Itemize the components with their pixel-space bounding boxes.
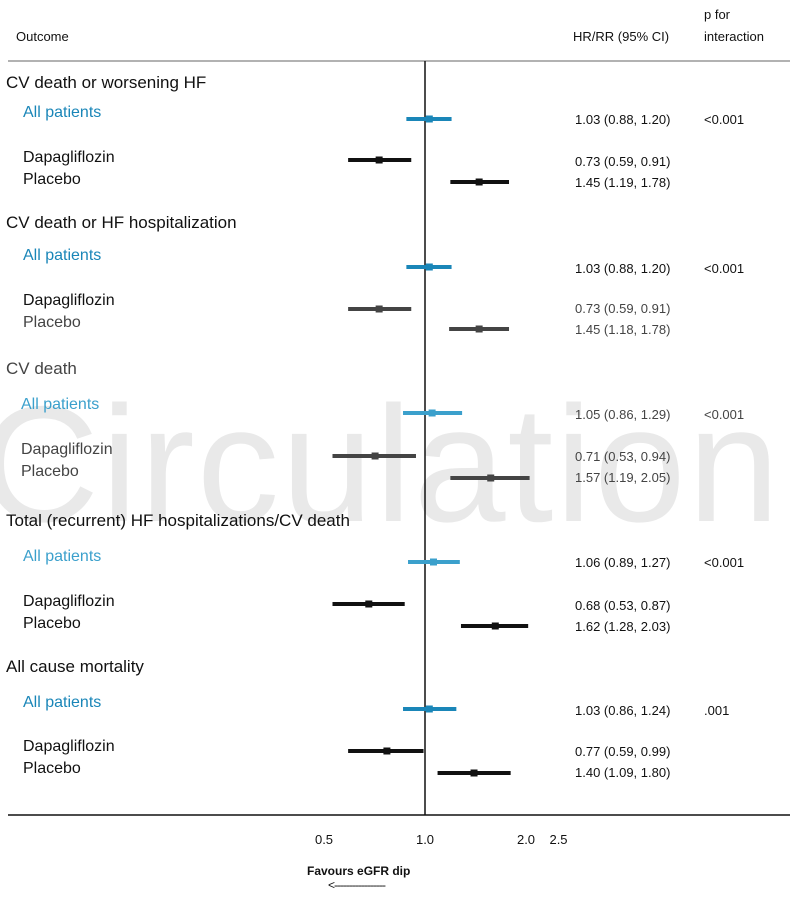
- group-label-dapagliflozin: Dapagliflozin: [23, 292, 115, 309]
- x-tick-label: 2.0: [516, 832, 536, 847]
- placebo-value: 1.40 (1.09, 1.80): [575, 765, 671, 780]
- header-hr: HR/RR (95% CI): [573, 29, 670, 44]
- all-patients-point: [425, 263, 433, 271]
- x-tick-label: 0.5: [314, 832, 334, 847]
- dapagliflozin-value: 0.68 (0.53, 0.87): [575, 598, 671, 613]
- group-label-placebo: Placebo: [23, 760, 81, 777]
- placebo-value: 1.45 (1.18, 1.78): [575, 322, 671, 337]
- all-patients-label: All patients: [23, 247, 102, 264]
- p-interaction: <0.001: [704, 407, 745, 422]
- dapagliflozin-value: 0.71 (0.53, 0.94): [575, 449, 671, 464]
- x-tick-label: 2.5: [549, 832, 568, 847]
- all-patients-label: All patients: [23, 548, 102, 565]
- header-outcome: Outcome: [16, 29, 69, 44]
- all-patients-value: 1.03 (0.88, 1.20): [575, 112, 671, 127]
- all-patients-label: All patients: [21, 396, 100, 413]
- outcome-title: All cause mortality: [6, 657, 144, 676]
- group-label-dapagliflozin: Dapagliflozin: [23, 593, 115, 610]
- all-patients-point: [429, 558, 437, 566]
- favours-label: Favours eGFR dip: [307, 864, 411, 878]
- all-patients-point: [425, 705, 433, 713]
- placebo-value: 1.45 (1.19, 1.78): [575, 175, 671, 190]
- dapagliflozin-value: 0.73 (0.59, 0.91): [575, 301, 671, 316]
- outcome-title: Total (recurrent) HF hospitalizations/CV…: [6, 511, 350, 530]
- group-label-placebo: Placebo: [21, 463, 79, 480]
- p-interaction: <0.001: [704, 555, 745, 570]
- dapagliflozin-point: [375, 156, 383, 164]
- header-p-line2: interaction: [704, 29, 764, 44]
- dapagliflozin-point: [371, 452, 379, 460]
- placebo-point: [491, 622, 499, 630]
- placebo-point: [470, 769, 478, 777]
- placebo-value: 1.62 (1.28, 2.03): [575, 619, 671, 634]
- p-interaction: <0.001: [704, 261, 745, 276]
- x-tick-label: 1.0: [415, 832, 435, 847]
- group-label-dapagliflozin: Dapagliflozin: [21, 441, 113, 458]
- outcome-title: CV death: [6, 359, 77, 378]
- outcome-title: CV death or HF hospitalization: [6, 213, 237, 232]
- group-label-placebo: Placebo: [23, 314, 81, 331]
- placebo-point: [475, 178, 483, 186]
- dapagliflozin-point: [375, 305, 383, 313]
- all-patients-value: 1.06 (0.89, 1.27): [575, 555, 671, 570]
- watermark: Circulation: [0, 372, 782, 556]
- group-label-dapagliflozin: Dapagliflozin: [23, 738, 115, 755]
- all-patients-label: All patients: [23, 694, 102, 711]
- all-patients-value: 1.03 (0.88, 1.20): [575, 261, 671, 276]
- dapagliflozin-value: 0.73 (0.59, 0.91): [575, 154, 671, 169]
- group-label-placebo: Placebo: [23, 615, 81, 632]
- dapagliflozin-point: [383, 747, 391, 755]
- placebo-point: [487, 474, 495, 482]
- favours-arrow: <-----------------: [328, 878, 386, 892]
- all-patients-value: 1.03 (0.86, 1.24): [575, 703, 671, 718]
- dapagliflozin-point: [365, 600, 373, 608]
- placebo-point: [475, 325, 483, 333]
- dapagliflozin-value: 0.77 (0.59, 0.99): [575, 744, 671, 759]
- all-patients-label: All patients: [23, 104, 102, 121]
- header-p-line1: p for: [704, 7, 731, 22]
- all-patients-point: [425, 115, 433, 123]
- p-interaction: <0.001: [704, 112, 745, 127]
- outcome-title: CV death or worsening HF: [6, 73, 207, 92]
- group-label-placebo: Placebo: [23, 171, 81, 188]
- p-interaction: .001: [704, 703, 730, 718]
- all-patients-value: 1.05 (0.86, 1.29): [575, 407, 671, 422]
- all-patients-point: [428, 409, 436, 417]
- placebo-value: 1.57 (1.19, 2.05): [575, 470, 671, 485]
- group-label-dapagliflozin: Dapagliflozin: [23, 149, 115, 166]
